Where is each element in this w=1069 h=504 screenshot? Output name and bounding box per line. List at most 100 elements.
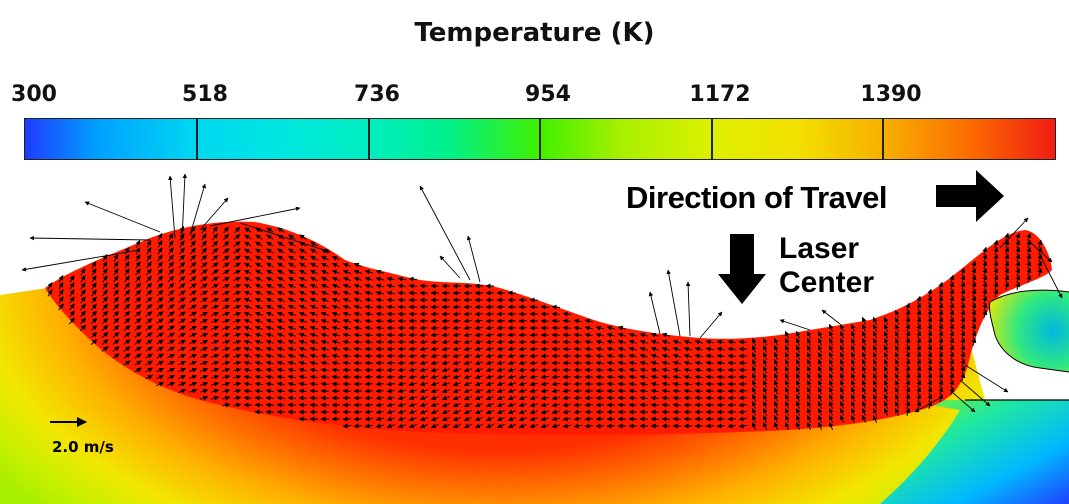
velocity-vector bbox=[1004, 274, 1010, 283]
velocity-vector bbox=[168, 254, 174, 262]
velocity-vector bbox=[993, 260, 999, 269]
velocity-vector bbox=[828, 337, 834, 346]
velocity-vector bbox=[982, 267, 988, 276]
velocity-vector bbox=[485, 346, 495, 352]
velocity-vector bbox=[496, 360, 506, 366]
velocity-vector bbox=[639, 409, 649, 415]
velocity-vector bbox=[146, 275, 152, 283]
velocity-vector bbox=[872, 330, 878, 339]
velocity-vector bbox=[91, 268, 97, 276]
velocity-vector bbox=[211, 304, 220, 310]
velocity-vector bbox=[200, 290, 208, 296]
velocity-vector bbox=[960, 337, 966, 346]
velocity-vector bbox=[916, 330, 922, 339]
velocity-vector bbox=[971, 337, 977, 346]
laser-label-line1: Laser bbox=[779, 232, 860, 265]
velocity-vector bbox=[595, 423, 605, 429]
velocity-vector bbox=[168, 247, 174, 255]
velocity-vector bbox=[276, 360, 286, 366]
velocity-vector bbox=[927, 351, 933, 360]
velocity-vector bbox=[916, 295, 922, 304]
colorbar-divider bbox=[196, 119, 198, 159]
velocity-vector bbox=[982, 274, 988, 283]
velocity-vector bbox=[353, 311, 363, 317]
velocity-vector bbox=[265, 353, 275, 359]
velocity-vector bbox=[672, 346, 682, 352]
velocity-vector bbox=[200, 332, 209, 338]
velocity-vector bbox=[795, 337, 801, 346]
velocity-vector bbox=[276, 353, 286, 359]
velocity-vector bbox=[993, 288, 999, 297]
velocity-vector bbox=[1004, 267, 1010, 276]
velocity-vector bbox=[211, 262, 219, 268]
velocity-vector bbox=[200, 304, 208, 310]
velocity-vector bbox=[573, 353, 583, 359]
velocity-vector bbox=[861, 330, 867, 339]
velocity-vector bbox=[1026, 253, 1032, 262]
velocity-vector bbox=[91, 261, 97, 269]
velocity-vector bbox=[364, 388, 374, 394]
velocity-vector bbox=[243, 290, 252, 296]
velocity-vector bbox=[949, 295, 955, 304]
velocity-vector bbox=[971, 274, 977, 283]
velocity-vector bbox=[123, 303, 131, 311]
velocity-vector bbox=[299, 262, 307, 268]
velocity-vector bbox=[938, 316, 944, 325]
velocity-vector bbox=[265, 290, 274, 296]
velocity-vector bbox=[419, 339, 429, 345]
velocity-vector bbox=[156, 311, 164, 317]
velocity-vector bbox=[124, 275, 130, 283]
velocity-vector bbox=[905, 351, 911, 360]
laser-center-label: Laser Center bbox=[779, 232, 874, 300]
velocity-vector bbox=[47, 289, 53, 297]
velocity-vector bbox=[287, 311, 296, 317]
velocity-vector bbox=[288, 241, 296, 247]
velocity-vector bbox=[200, 254, 208, 262]
velocity-vector bbox=[375, 276, 385, 282]
velocity-vector bbox=[463, 318, 473, 324]
velocity-vector bbox=[949, 337, 955, 346]
velocity-vector bbox=[168, 240, 174, 248]
velocity-vector bbox=[190, 247, 196, 255]
velocity-vector bbox=[938, 330, 944, 339]
velocity-vector bbox=[244, 234, 252, 240]
velocity-vector bbox=[496, 318, 506, 324]
velocity-vector bbox=[916, 344, 922, 353]
velocity-vector bbox=[452, 304, 462, 310]
velocity-vector bbox=[298, 353, 308, 359]
velocity-vector bbox=[639, 332, 648, 338]
velocity-vector bbox=[584, 339, 594, 345]
velocity-vector bbox=[430, 353, 440, 359]
velocity-vector bbox=[123, 339, 131, 345]
velocity-vector bbox=[310, 241, 318, 247]
velocity-vector bbox=[90, 338, 98, 346]
velocity-vector bbox=[463, 332, 472, 338]
velocity-vector bbox=[806, 351, 812, 360]
velocity-vector bbox=[233, 311, 242, 317]
velocity-vector bbox=[331, 297, 340, 303]
velocity-vector bbox=[949, 323, 955, 332]
velocity-vector bbox=[971, 316, 977, 325]
velocity-vector bbox=[993, 267, 999, 276]
velocity-vector bbox=[1037, 267, 1043, 276]
velocity-vector bbox=[364, 332, 374, 338]
velocity-vector bbox=[69, 303, 75, 311]
velocity-vector bbox=[705, 381, 715, 387]
velocity-vector bbox=[463, 339, 472, 345]
velocity-vector bbox=[518, 346, 528, 352]
velocity-vector bbox=[507, 332, 517, 338]
velocity-vector bbox=[200, 346, 209, 352]
velocity-vector bbox=[397, 346, 407, 352]
velocity-vector bbox=[584, 409, 594, 415]
velocity-vector bbox=[102, 282, 108, 290]
velocity-vector bbox=[90, 324, 98, 332]
velocity-vector bbox=[331, 346, 341, 352]
velocity-vector bbox=[277, 241, 285, 247]
velocity-vector bbox=[233, 276, 242, 282]
velocity-vector bbox=[938, 344, 944, 353]
velocity-vector bbox=[157, 240, 163, 248]
velocity-vector bbox=[949, 316, 955, 325]
velocity-vector bbox=[233, 290, 242, 296]
velocity-vector bbox=[320, 353, 330, 359]
velocity-vector bbox=[134, 346, 142, 352]
